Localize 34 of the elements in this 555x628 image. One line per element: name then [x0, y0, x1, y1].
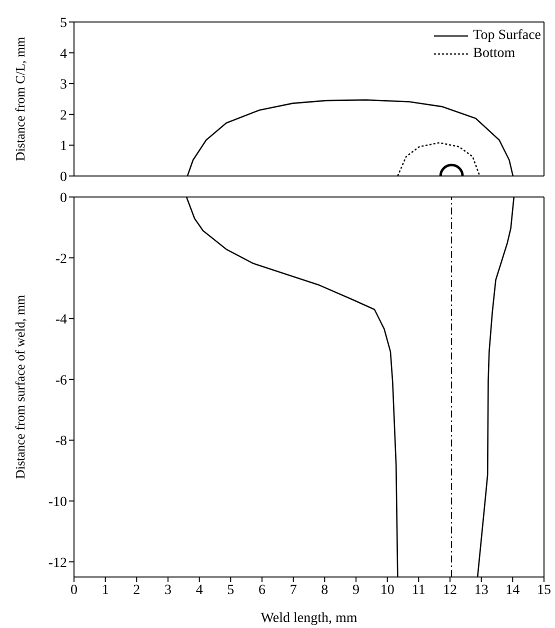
- x-tick-label: 8: [321, 582, 328, 598]
- x-tick-label: 2: [133, 582, 140, 598]
- y-tick-label: 2: [60, 108, 67, 124]
- y-tick-label: -12: [48, 556, 67, 571]
- y-tick-label: 5: [60, 16, 67, 31]
- x-tick-label: 1: [102, 582, 109, 598]
- x-axis-title: Weld length, mm: [260, 611, 358, 626]
- y-tick-label: 3: [60, 78, 67, 93]
- y-tick-label: -6: [55, 373, 67, 388]
- x-tick-label: 11: [412, 582, 426, 598]
- x-tick-label: 12: [443, 582, 457, 598]
- y-axis-title: Distance from C/L, mm: [12, 36, 28, 162]
- x-tick-label: 10: [380, 582, 394, 598]
- legend-label: Bottom: [473, 45, 516, 63]
- x-tick-label: 13: [474, 582, 488, 598]
- x-tick-label: 9: [352, 582, 360, 598]
- x-tick-label: 3: [164, 582, 172, 598]
- x-tick-label: 0: [70, 582, 78, 598]
- y-tick-label: 4: [60, 46, 67, 62]
- y-axis-title: Distance from surface of weld, mm: [12, 294, 28, 480]
- legend-label: Top Surface: [473, 27, 541, 45]
- y-tick-label: -2: [55, 252, 67, 267]
- x-tick-label: 5: [227, 582, 234, 598]
- y-tick-label: 0: [60, 170, 67, 185]
- x-tick-label: 14: [506, 582, 520, 598]
- y-tick-label: -8: [55, 434, 67, 450]
- x-tick-label: 4: [196, 582, 203, 598]
- y-tick-label: 1: [60, 139, 67, 154]
- y-tick-label: 0: [60, 190, 67, 206]
- y-tick-label: -4: [55, 312, 67, 328]
- x-tick-label: 15: [537, 582, 551, 598]
- y-tick-label: -10: [48, 494, 67, 510]
- x-tick-label: 7: [290, 582, 297, 598]
- x-tick-label: 6: [258, 582, 266, 598]
